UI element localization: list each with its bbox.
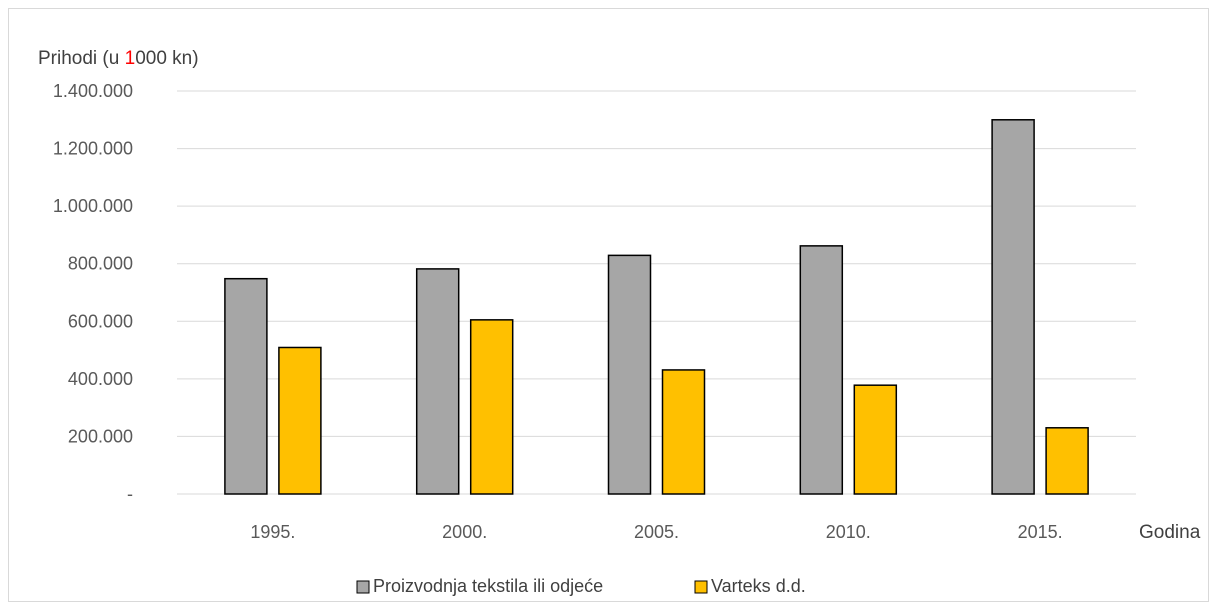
bar-varteks bbox=[661, 369, 706, 495]
x-tick-label: 2000. bbox=[442, 522, 487, 542]
y-tick-label: - bbox=[127, 484, 133, 504]
bar-proizvodnja bbox=[224, 277, 268, 495]
legend-swatch bbox=[356, 580, 370, 594]
y-axis-title-part: Prihodi (u bbox=[38, 48, 125, 69]
y-tick-label: 400.000 bbox=[68, 369, 133, 389]
y-tick-label: 1.000.000 bbox=[53, 196, 133, 216]
y-tick-label: 200.000 bbox=[68, 426, 133, 446]
y-axis-title-highlight: 1 bbox=[125, 48, 136, 69]
bar-varteks bbox=[278, 346, 322, 495]
legend-swatch bbox=[694, 580, 708, 594]
bar-varteks bbox=[469, 319, 514, 495]
bar-proizvodnja bbox=[991, 119, 1035, 495]
y-tick-label: 1.400.000 bbox=[53, 81, 133, 101]
x-tick-label: 2015. bbox=[1018, 522, 1063, 542]
legend: Proizvodnja tekstila ili odjeće Varteks d… bbox=[356, 576, 806, 596]
x-tick-label: 1995. bbox=[250, 522, 295, 542]
bars bbox=[224, 119, 1089, 495]
gridlines bbox=[177, 90, 1136, 495]
bar-proizvodnja bbox=[607, 254, 652, 495]
bar-varteks bbox=[1045, 427, 1089, 495]
bar-proizvodnja bbox=[799, 245, 844, 495]
bar-varteks bbox=[853, 384, 898, 495]
chart-frame: Prihodi (u 1000 kn) - 200.000 400.000 600.0… bbox=[8, 8, 1209, 602]
bar-proizvodnja bbox=[415, 268, 460, 495]
legend-label: Proizvodnja tekstila ili odjeće bbox=[373, 576, 603, 596]
y-tick-label: 1.200.000 bbox=[53, 139, 133, 159]
y-tick-label: 800.000 bbox=[68, 254, 133, 274]
x-axis-ticks: 1995. 2000. 2005. 2010. 2015. bbox=[250, 522, 1062, 542]
y-axis-title: Prihodi (u 1000 kn) bbox=[38, 48, 199, 69]
x-tick-label: 2005. bbox=[634, 522, 679, 542]
y-tick-label: 600.000 bbox=[68, 311, 133, 331]
y-axis-ticks: - 200.000 400.000 600.000 800.000 1.000.000 1.… bbox=[53, 81, 133, 504]
x-axis-title: Godina bbox=[1139, 522, 1201, 543]
bar-chart: Prihodi (u 1000 kn) - 200.000 400.000 600.0… bbox=[38, 48, 1201, 596]
x-tick-label: 2010. bbox=[826, 522, 871, 542]
y-axis-title-part: 000 kn) bbox=[135, 48, 198, 69]
legend-label: Varteks d.d. bbox=[711, 576, 806, 596]
